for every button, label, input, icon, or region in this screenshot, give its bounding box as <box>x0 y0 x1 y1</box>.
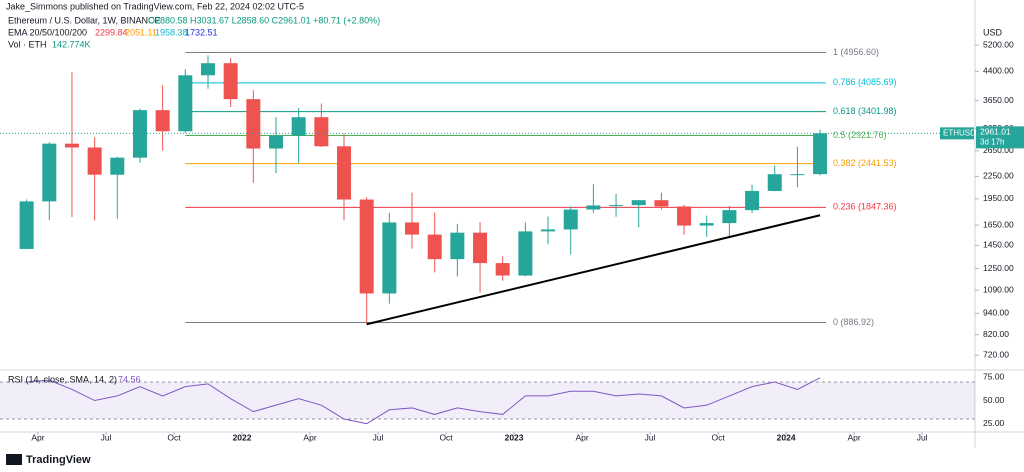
rsi-label: RSI (14, close, SMA, 14, 2) <box>8 374 117 384</box>
x-tick-label: Apr <box>303 432 316 442</box>
candle-body <box>745 190 760 211</box>
price-tag <box>976 126 1024 149</box>
price-tag-text: 2961.01 <box>980 127 1011 137</box>
currency: USD <box>983 27 1003 37</box>
vol-label: Vol · ETH <box>8 39 47 49</box>
fib-label: 0.382 (2441.53) <box>833 158 897 168</box>
candle-body <box>495 263 510 276</box>
candle-body <box>337 146 352 200</box>
y-tick-label: 1950.00 <box>983 193 1014 203</box>
candle-body <box>427 234 442 260</box>
candle-body <box>563 209 578 230</box>
candle-body <box>132 110 147 158</box>
candle-body <box>473 232 488 264</box>
fib-label: 0.786 (4085.69) <box>833 77 897 87</box>
x-tick-label: Apr <box>575 432 588 442</box>
fib-label: 0.618 (3401.98) <box>833 106 897 116</box>
candle-body <box>722 210 737 224</box>
ema-value: 2051.11 <box>125 27 157 37</box>
x-tick-label: Apr <box>848 432 861 442</box>
y-tick-label: 2650.00 <box>983 145 1014 155</box>
rsi-tick-label: 75.00 <box>983 372 1005 382</box>
fib-label: 0 (886.92) <box>833 317 874 327</box>
rsi-band <box>0 382 975 420</box>
rsi-line <box>26 377 821 425</box>
x-tick-label: Oct <box>439 432 453 442</box>
candle-body <box>178 75 193 132</box>
rsi-tick-label: 50.00 <box>983 395 1005 405</box>
x-tick-label: 2024 <box>777 432 796 442</box>
candle-body <box>677 206 692 226</box>
vol-value: 142.774K <box>52 39 91 49</box>
candle-body <box>518 231 533 276</box>
y-tick-label: 1650.00 <box>983 219 1014 229</box>
candle-body <box>200 63 215 76</box>
x-tick-label: 2022 <box>233 432 252 442</box>
candle-body <box>359 199 374 294</box>
candle-body <box>813 133 828 175</box>
candle-body <box>767 174 782 191</box>
trendline <box>366 214 821 326</box>
candle-body <box>246 99 261 149</box>
y-tick-label: 2250.00 <box>983 171 1014 181</box>
symbol-tag-text: ETHUSD <box>943 128 976 137</box>
ema-value: 1732.51 <box>185 27 218 37</box>
candle-body <box>790 174 805 176</box>
candle-body <box>223 63 238 100</box>
x-tick-label: Jul <box>373 432 384 442</box>
ema-label: EMA 20/50/100/200 <box>8 27 87 37</box>
candle-body <box>19 201 34 249</box>
y-tick-label: 1250.00 <box>983 263 1014 273</box>
candle-body <box>110 157 125 175</box>
y-tick-label: 720.00 <box>983 349 1009 359</box>
candle-body <box>42 143 57 202</box>
y-tick-label: 4400.00 <box>983 65 1014 75</box>
x-tick-label: Oct <box>711 432 725 442</box>
fib-label: 0.236 (1847.36) <box>833 202 897 212</box>
y-tick-label: 820.00 <box>983 329 1009 339</box>
candle-body <box>64 143 79 148</box>
x-tick-label: 2023 <box>505 432 524 442</box>
candle-body <box>382 222 397 294</box>
x-tick-label: Jul <box>101 432 112 442</box>
candle-body <box>699 223 714 226</box>
x-tick-label: Jul <box>917 432 928 442</box>
y-tick-label: 1450.00 <box>983 240 1014 250</box>
fib-label: 1 (4956.60) <box>833 47 879 57</box>
ema-value: 2299.84 <box>95 27 128 37</box>
ohlc: O2880.58 H3031.67 L2858.60 C2961.01 +80.… <box>148 15 380 25</box>
candle-body <box>314 117 329 147</box>
logo-icon <box>6 454 22 465</box>
symbol: Ethereum / U.S. Dollar, 1W, BINANCE <box>8 15 161 25</box>
candle-body <box>541 229 556 232</box>
candle-body <box>291 117 306 136</box>
candle-body <box>87 147 102 175</box>
rsi-tick-label: 25.00 <box>983 418 1005 428</box>
ema-value: 1958.38 <box>155 27 188 37</box>
candle-body <box>269 135 283 149</box>
publish-note: Jake_Simmons published on TradingView.co… <box>6 1 304 11</box>
y-tick-label: 5200.00 <box>983 39 1014 49</box>
candle-body <box>586 205 601 210</box>
footer-logo: TradingView <box>26 454 91 466</box>
symbol-tag <box>940 127 974 140</box>
x-tick-label: Jul <box>645 432 656 442</box>
candle-body <box>631 200 646 206</box>
y-tick-label: 1090.00 <box>983 284 1014 294</box>
fib-label: 0.5 (2921.76) <box>833 130 887 140</box>
countdown: 3d 17h <box>980 137 1004 146</box>
candle-body <box>450 232 465 260</box>
x-tick-label: Apr <box>31 432 44 442</box>
y-tick-label: 3650.00 <box>983 95 1014 105</box>
y-tick-label: 940.00 <box>983 308 1009 318</box>
x-tick-label: Oct <box>167 432 181 442</box>
rsi-value: 74.56 <box>118 374 141 384</box>
candle-body <box>405 222 420 235</box>
candle-body <box>155 110 170 132</box>
candle-body <box>609 205 624 207</box>
candle-body <box>654 200 669 207</box>
